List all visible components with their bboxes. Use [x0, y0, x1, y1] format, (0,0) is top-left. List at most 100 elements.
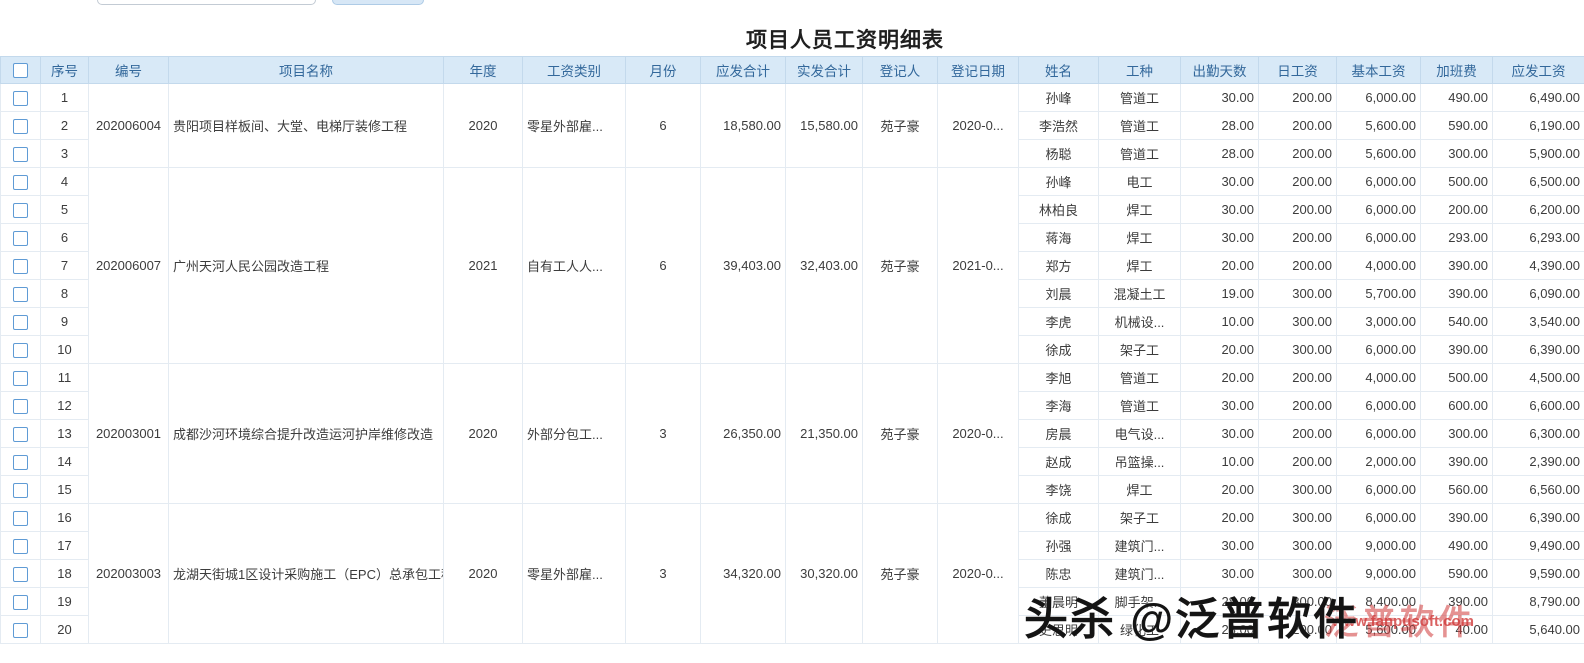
column-header-project[interactable]: 项目名称 [168, 56, 444, 84]
column-header-salary_type[interactable]: 工资类别 [522, 56, 626, 84]
row-seq: 9 [40, 307, 89, 336]
row-checkbox[interactable] [13, 538, 28, 554]
row-seq: 17 [40, 531, 89, 560]
row-checkbox[interactable] [13, 370, 28, 386]
group-paid-total: 15,580.00 [785, 83, 863, 168]
cell-daily: 200.00 [1258, 83, 1337, 112]
column-header-paid_total[interactable]: 实发合计 [785, 56, 863, 84]
cell-name: 李旭 [1018, 363, 1099, 392]
row-checkbox[interactable] [13, 566, 28, 582]
group-project[interactable]: 贵阳项目样板间、大堂、电梯厅装修工程 [168, 83, 444, 168]
column-header-seq[interactable]: 序号 [40, 56, 89, 84]
search-input[interactable] [97, 0, 316, 5]
cell-basic: 6,000.00 [1336, 335, 1421, 364]
cell-days: 30.00 [1180, 391, 1259, 420]
cell-days: 20.00 [1180, 503, 1259, 532]
cell-overtime: 300.00 [1420, 419, 1493, 448]
cell-basic: 3,000.00 [1336, 307, 1421, 336]
column-header-registrant[interactable]: 登记人 [862, 56, 938, 84]
column-header-code[interactable]: 编号 [88, 56, 169, 84]
column-header-job[interactable]: 工种 [1098, 56, 1181, 84]
row-checkbox-cell [0, 615, 41, 644]
row-checkbox[interactable] [13, 426, 28, 442]
row-checkbox[interactable] [13, 314, 28, 330]
row-checkbox[interactable] [13, 454, 28, 470]
cell-daily: 200.00 [1258, 419, 1337, 448]
row-checkbox[interactable] [13, 622, 28, 638]
table-row: 2 李浩然 管道工 28.00 200.00 5,600.00 590.00 6,190.00 [0, 111, 1584, 140]
group-project[interactable]: 龙湖天街城1区设计采购施工（EPC）总承包工程 [168, 503, 444, 644]
row-checkbox-cell [0, 279, 41, 308]
cell-days: 30.00 [1180, 419, 1259, 448]
cell-payable: 8,790.00 [1492, 587, 1584, 616]
row-checkbox[interactable] [13, 258, 28, 274]
search-button[interactable] [332, 0, 424, 5]
group-code[interactable]: 202003001 [88, 363, 169, 504]
cell-basic: 5,600.00 [1336, 139, 1421, 168]
row-seq: 6 [40, 223, 89, 252]
column-header-days[interactable]: 出勤天数 [1180, 56, 1259, 84]
row-checkbox[interactable] [13, 118, 28, 134]
cell-job: 焊工 [1098, 251, 1181, 280]
column-header-overtime[interactable]: 加班费 [1420, 56, 1493, 84]
cell-days: 20.00 [1180, 335, 1259, 364]
cell-job: 架子工 [1098, 503, 1181, 532]
cell-name: 孙峰 [1018, 83, 1099, 112]
cell-days: 20.00 [1180, 251, 1259, 280]
row-checkbox[interactable] [13, 594, 28, 610]
column-header-month[interactable]: 月份 [625, 56, 701, 84]
column-header-payable[interactable]: 应发工资 [1492, 56, 1584, 84]
cell-daily: 200.00 [1258, 223, 1337, 252]
row-seq: 14 [40, 447, 89, 476]
group-salary-type: 零星外部雇... [522, 503, 626, 644]
cell-name: 郑方 [1018, 251, 1099, 280]
cell-job: 管道工 [1098, 363, 1181, 392]
cell-payable: 4,500.00 [1492, 363, 1584, 392]
column-header-name[interactable]: 姓名 [1018, 56, 1099, 84]
group-project[interactable]: 成都沙河环境综合提升改造运河护岸维修改造 [168, 363, 444, 504]
row-checkbox[interactable] [13, 202, 28, 218]
group-registrant[interactable]: 苑子豪 [862, 363, 938, 504]
column-header-daily[interactable]: 日工资 [1258, 56, 1337, 84]
cell-basic: 9,000.00 [1336, 531, 1421, 560]
cell-basic: 5,700.00 [1336, 279, 1421, 308]
cell-name: 李浩然 [1018, 111, 1099, 140]
group-code[interactable]: 202006004 [88, 83, 169, 168]
cell-job: 焊工 [1098, 195, 1181, 224]
row-checkbox[interactable] [13, 510, 28, 526]
row-checkbox[interactable] [13, 286, 28, 302]
group-registrant[interactable]: 苑子豪 [862, 167, 938, 364]
row-seq: 4 [40, 167, 89, 196]
group-registrant[interactable]: 苑子豪 [862, 83, 938, 168]
row-checkbox[interactable] [13, 342, 28, 358]
cell-overtime: 390.00 [1420, 251, 1493, 280]
column-header-basic[interactable]: 基本工资 [1336, 56, 1421, 84]
row-checkbox[interactable] [13, 174, 28, 190]
cell-name: 孙峰 [1018, 167, 1099, 196]
cell-payable: 6,390.00 [1492, 503, 1584, 532]
row-checkbox[interactable] [13, 482, 28, 498]
cell-payable: 6,390.00 [1492, 335, 1584, 364]
group-code[interactable]: 202003003 [88, 503, 169, 644]
row-checkbox[interactable] [13, 90, 28, 106]
cell-payable: 6,560.00 [1492, 475, 1584, 504]
group-year: 2020 [443, 83, 523, 168]
cell-payable: 6,090.00 [1492, 279, 1584, 308]
group-registrant[interactable]: 苑子豪 [862, 503, 938, 644]
select-all-checkbox[interactable] [13, 62, 28, 78]
group-reg-date: 2020-0... [937, 363, 1019, 504]
row-checkbox[interactable] [13, 146, 28, 162]
group-code[interactable]: 202006007 [88, 167, 169, 364]
column-header-payable_total[interactable]: 应发合计 [700, 56, 786, 84]
cell-basic: 5,600.00 [1336, 111, 1421, 140]
cell-daily: 200.00 [1258, 139, 1337, 168]
table-row: 3 杨聪 管道工 28.00 200.00 5,600.00 300.00 5,900.00 [0, 139, 1584, 168]
column-header-reg_date[interactable]: 登记日期 [937, 56, 1019, 84]
row-checkbox[interactable] [13, 398, 28, 414]
group-project[interactable]: 广州天河人民公园改造工程 [168, 167, 444, 364]
cell-name: 房晨 [1018, 419, 1099, 448]
column-header-year[interactable]: 年度 [443, 56, 523, 84]
cell-overtime: 590.00 [1420, 559, 1493, 588]
row-checkbox[interactable] [13, 230, 28, 246]
row-checkbox-cell [0, 195, 41, 224]
